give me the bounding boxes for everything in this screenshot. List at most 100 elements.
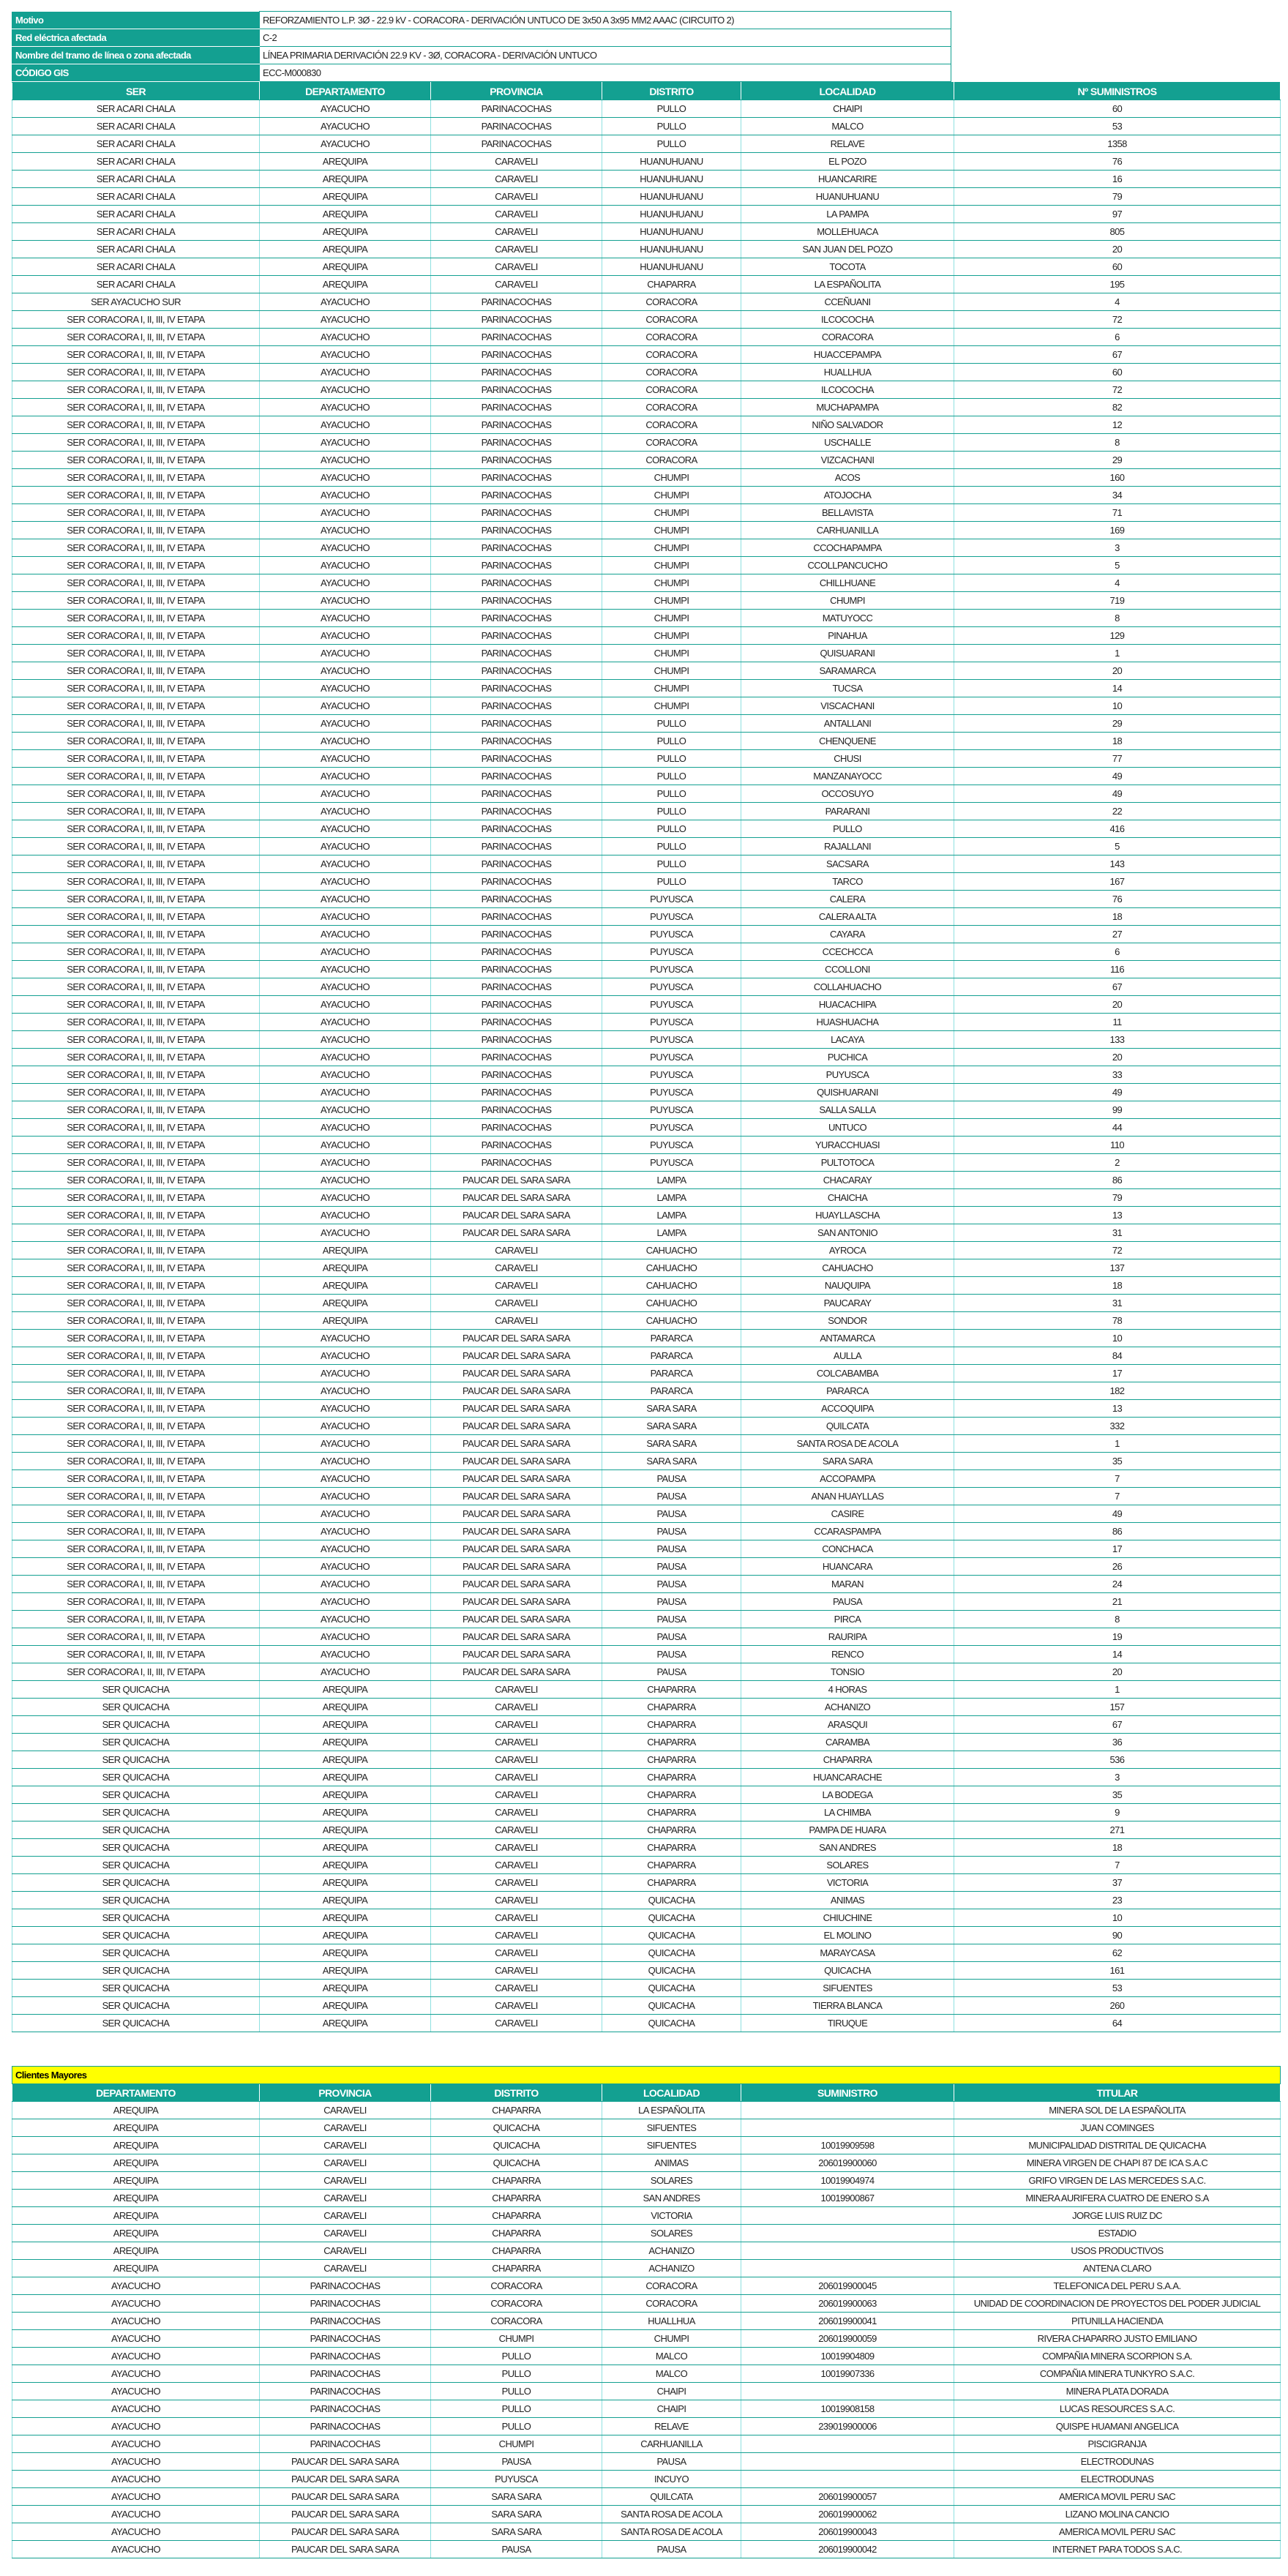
- table-cell: [741, 2382, 954, 2400]
- table-cell: CARAVELI: [259, 2136, 431, 2154]
- table-cell: AYACUCHO: [259, 468, 431, 487]
- table-row: SER ACARI CHALA AREQUIPA CARAVELI HUANUHUAN…: [12, 205, 1281, 223]
- table-cell: ACHANIZO: [602, 2242, 741, 2260]
- table-cell: SANTA ROSA DE ACOLA: [741, 1434, 954, 1453]
- table-cell: SER QUICACHA: [12, 1873, 260, 1892]
- table-cell: SER CORACORA I, II, III, IV ETAPA: [12, 995, 260, 1014]
- table-cell: CARAVELI: [430, 1803, 602, 1821]
- table-cell: PAUSA: [602, 2452, 741, 2471]
- table-cell: PARINACOCHAS: [430, 451, 602, 469]
- table-row: SER CORACORA I, II, III, IV ETAPA AYACUCH…: [12, 416, 1281, 434]
- table-cell: AREQUIPA: [259, 205, 431, 223]
- table-cell: AREQUIPA: [259, 275, 431, 293]
- table-row: SER CORACORA I, II, III, IV ETAPA AYACUCH…: [12, 749, 1281, 768]
- table-cell: 536: [954, 1751, 1281, 1769]
- table-cell: PUYUSCA: [602, 1153, 741, 1172]
- table-row: AYACUCHO PAUCAR DEL SARA SARA SARA SARA QUI…: [12, 2487, 1281, 2506]
- table-cell: UNIDAD DE COORDINACION DE PROYECTOS DEL …: [953, 2294, 1281, 2313]
- table-cell: JORGE LUIS RUIZ DC: [953, 2206, 1281, 2225]
- table-row: SER CORACORA I, II, III, IV ETAPA AYACUCH…: [12, 855, 1281, 873]
- table-cell: SER CORACORA I, II, III, IV ETAPA: [12, 925, 260, 943]
- table-cell: CARAVELI: [430, 1241, 602, 1259]
- table-cell: PARINACOCHAS: [430, 1136, 602, 1154]
- table-cell: MUCHAPAMPA: [741, 398, 954, 416]
- table-row: SER QUICACHA AREQUIPA CARAVELI CHAPARRA PAMP…: [12, 1821, 1281, 1839]
- table-cell: SER CORACORA I, II, III, IV ETAPA: [12, 1101, 260, 1119]
- table-cell: 72: [954, 381, 1281, 399]
- table-cell: SER CORACORA I, II, III, IV ETAPA: [12, 1241, 260, 1259]
- table-cell: PAUCAR DEL SARA SARA: [430, 1382, 602, 1400]
- info-value: ECC-M000830: [259, 64, 951, 82]
- table-cell: [741, 2259, 954, 2277]
- table-cell: SARA SARA: [602, 1434, 741, 1453]
- table-cell: PARINACOCHAS: [430, 907, 602, 926]
- table-cell: AYACUCHO: [259, 679, 431, 697]
- table-row: SER QUICACHA AREQUIPA CARAVELI CHAPARRA ARAS…: [12, 1715, 1281, 1734]
- table-cell: SER ACARI CHALA: [12, 152, 260, 171]
- table-cell: MALCO: [602, 2347, 741, 2365]
- table-cell: 77: [954, 749, 1281, 768]
- table-cell: COLCABAMBA: [741, 1364, 954, 1382]
- table-row: SER CORACORA I, II, III, IV ETAPA AYACUCH…: [12, 539, 1281, 557]
- table-cell: PARARCA: [602, 1382, 741, 1400]
- table-cell: PARINACOCHAS: [430, 1066, 602, 1084]
- table-cell: PARINACOCHAS: [430, 820, 602, 838]
- table-cell: SER CORACORA I, II, III, IV ETAPA: [12, 1645, 260, 1663]
- table-row: AREQUIPA CARAVELI CHAPARRA SAN ANDRES 100199…: [12, 2189, 1281, 2207]
- table-cell: CHUMPI: [602, 2329, 741, 2348]
- table-cell: PAUSA: [602, 1628, 741, 1646]
- table-cell: SER CORACORA I, II, III, IV ETAPA: [12, 416, 260, 434]
- table-cell: 239019900006: [741, 2417, 954, 2435]
- table-cell: PARINACOCHAS: [430, 767, 602, 785]
- table-cell: 10: [954, 1909, 1281, 1927]
- table-cell: CORACORA: [602, 381, 741, 399]
- table-cell: CARAVELI: [430, 1294, 602, 1312]
- table-row: AYACUCHO PAUCAR DEL SARA SARA PAUSA PAUSA 20…: [12, 2540, 1281, 2558]
- clientes-mayores-title: Clientes Mayores: [11, 2066, 1281, 2084]
- table-row: SER CORACORA I, II, III, IV ETAPA AYACUCH…: [12, 714, 1281, 733]
- table-row: SER CORACORA I, II, III, IV ETAPA AYACUCH…: [12, 310, 1281, 329]
- table-cell: PARINACOCHAS: [259, 2277, 431, 2295]
- table-cell: SOLARES: [741, 1856, 954, 1874]
- table-cell: 44: [954, 1118, 1281, 1137]
- table-cell: ANTAMARCA: [741, 1329, 954, 1347]
- table-cell: CHUMPI: [602, 521, 741, 539]
- table-cell: PAUSA: [602, 1663, 741, 1681]
- table-cell: PARINACOCHAS: [430, 925, 602, 943]
- table-cell: 29: [954, 451, 1281, 469]
- table-row: SER QUICACHA AREQUIPA CARAVELI CHAPARRA CHAP…: [12, 1751, 1281, 1769]
- table-cell: CORACORA: [602, 310, 741, 329]
- table-row: SER CORACORA I, II, III, IV ETAPA AYACUCH…: [12, 662, 1281, 680]
- table-cell: PAUCAR DEL SARA SARA: [430, 1171, 602, 1189]
- table-cell: SER CORACORA I, II, III, IV ETAPA: [12, 1294, 260, 1312]
- table-cell: AYACUCHO: [12, 2400, 260, 2418]
- table-cell: 5: [954, 556, 1281, 574]
- table-cell: AYACUCHO: [259, 1557, 431, 1576]
- table-cell: PARINACOCHAS: [259, 2294, 431, 2313]
- table-cell: AYACUCHO: [259, 1048, 431, 1066]
- table-cell: 17: [954, 1540, 1281, 1558]
- table-cell: EL MOLINO: [741, 1926, 954, 1944]
- table-cell: SER CORACORA I, II, III, IV ETAPA: [12, 433, 260, 452]
- table-cell: AYACUCHO: [259, 556, 431, 574]
- table-cell: PAUSA: [430, 2452, 602, 2471]
- table-row: SER CORACORA I, II, III, IV ETAPA AYACUCH…: [12, 1364, 1281, 1382]
- table-cell: PAUCAR DEL SARA SARA: [430, 1399, 602, 1418]
- table-cell: CHUMPI: [602, 626, 741, 645]
- table-cell: CHUMPI: [602, 486, 741, 504]
- table-row: SER CORACORA I, II, III, IV ETAPA AYACUCH…: [12, 521, 1281, 539]
- table-cell: AYACUCHO: [259, 451, 431, 469]
- table-row: SER ACARI CHALA AREQUIPA CARAVELI HUANUHUAN…: [12, 258, 1281, 276]
- table-row: SER AYACUCHO SUR AYACUCHO PARINACOCHAS CORA…: [12, 293, 1281, 311]
- table-cell: RAURIPA: [741, 1628, 954, 1646]
- table-cell: SER ACARI CHALA: [12, 205, 260, 223]
- table-cell: PINAHUA: [741, 626, 954, 645]
- table-cell: PAUSA: [602, 1610, 741, 1628]
- column-header: LOCALIDAD: [741, 82, 954, 100]
- table-cell: PARINACOCHAS: [430, 609, 602, 627]
- table-cell: HUASHUACHA: [741, 1013, 954, 1031]
- table-cell: 90: [954, 1926, 1281, 1944]
- table-row: SER CORACORA I, II, III, IV ETAPA AYACUCH…: [12, 556, 1281, 574]
- table-cell: CARAVELI: [430, 1838, 602, 1857]
- table-cell: CHUMPI: [602, 662, 741, 680]
